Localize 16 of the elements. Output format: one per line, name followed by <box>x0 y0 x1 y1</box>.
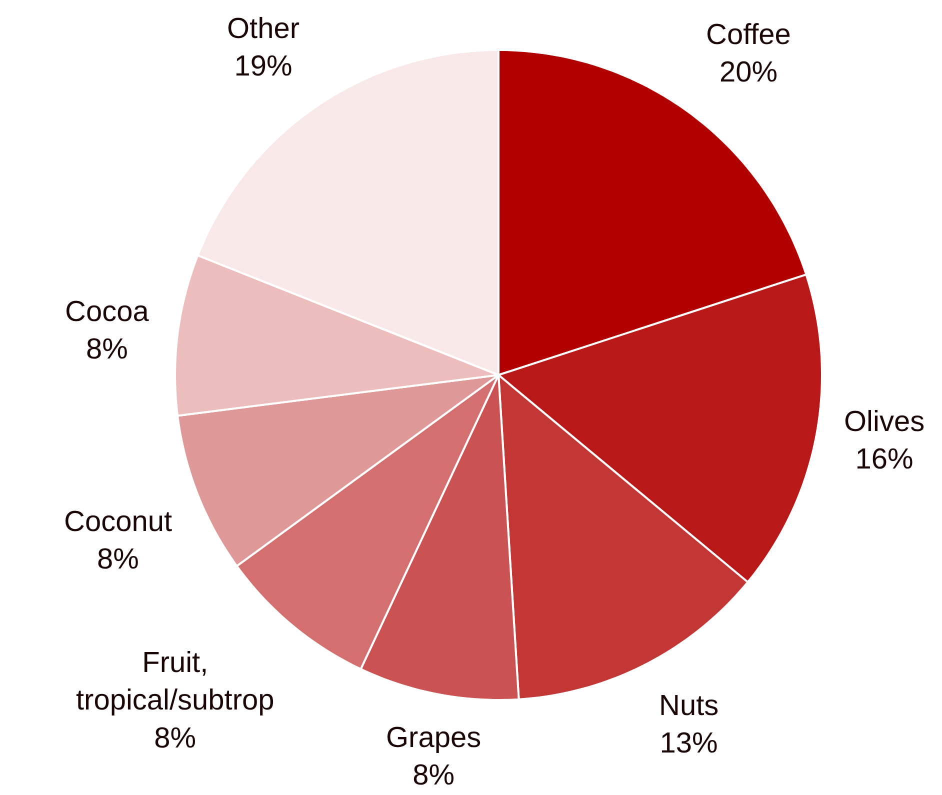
slice-label: Olives <box>844 406 925 438</box>
data-label: 16% <box>855 444 914 476</box>
slice-label: Grapes <box>386 722 482 754</box>
slice-label: Other <box>227 13 300 45</box>
slice-label: Cocoa <box>65 296 150 328</box>
data-label: 13% <box>660 728 718 760</box>
data-label: 20% <box>719 56 778 89</box>
data-label: 8% <box>154 722 196 754</box>
data-label: 8% <box>86 334 128 366</box>
data-label: 19% <box>234 50 292 83</box>
slice-label: Fruit, tropical/subtrop <box>76 647 274 717</box>
slice-label: Coffee <box>706 19 791 51</box>
slice-label: Coconut <box>64 506 172 538</box>
slice-label: Nuts <box>659 690 719 722</box>
data-label: 8% <box>412 760 455 792</box>
data-label: 8% <box>97 544 139 576</box>
